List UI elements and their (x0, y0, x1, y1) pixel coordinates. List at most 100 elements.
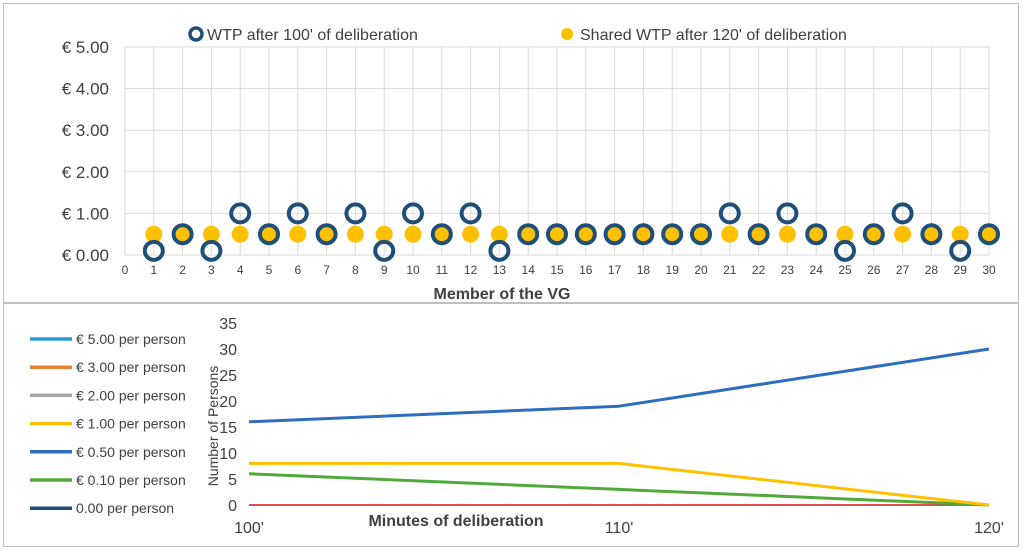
shared-wtp-point (577, 225, 595, 243)
x-tick-label: 12 (464, 263, 478, 277)
wtp-100-point (517, 223, 540, 246)
x-tick-label: 19 (666, 263, 680, 277)
legend-label: € 0.50 per person (76, 444, 186, 460)
wtp-100-point (286, 202, 309, 225)
wtp-100-point (546, 223, 568, 246)
x-tick-label: 30 (982, 263, 996, 277)
wtp-100-point (949, 239, 972, 262)
wtp-100-point (805, 223, 828, 246)
wtp-100-point (430, 223, 453, 246)
shared-wtp-point (145, 225, 163, 243)
y-tick-label: € 2.00 (62, 163, 109, 182)
wtp-100-point (718, 202, 741, 225)
wtp-100-point (402, 202, 424, 225)
y-tick-label: 35 (219, 316, 237, 333)
wtp-100-point (142, 239, 165, 262)
x-tick-label: 8 (352, 263, 359, 277)
x-tick-label: 25 (838, 263, 852, 277)
x-tick-label: 6 (294, 263, 301, 277)
x-tick-label: 10 (406, 263, 420, 277)
x-tick-label: 110' (605, 520, 634, 537)
x-tick-label: 7 (323, 263, 330, 277)
shared-wtp-point (548, 225, 566, 243)
wtp-100-point (315, 223, 338, 246)
legend-label: € 2.00 per person (76, 387, 186, 403)
legend-label-shared-120: Shared WTP after 120' of deliberation (580, 27, 847, 44)
series-line-5 (248, 472, 990, 507)
y-tick-label: 30 (219, 342, 237, 359)
x-tick-label: 24 (810, 263, 824, 277)
y-tick-label: € 3.00 (62, 121, 109, 140)
y-tick-label: 20 (219, 394, 237, 411)
legend-label: € 0.10 per person (76, 472, 186, 488)
x-tick-label: 120' (974, 520, 1004, 537)
x-tick-label: 11 (436, 263, 449, 277)
wtp-100-point (344, 202, 367, 225)
x-axis-label: Minutes of deliberation (368, 513, 543, 530)
shared-wtp-point (894, 225, 912, 243)
wtp-100-point (978, 223, 1000, 246)
x-tick-label: 5 (266, 263, 273, 277)
shared-wtp-point (174, 225, 192, 243)
x-tick-label: 2 (179, 263, 186, 277)
shared-wtp-point (346, 225, 364, 243)
wtp-100-point (862, 223, 885, 246)
shared-wtp-point (404, 225, 422, 243)
y-tick-label: 15 (219, 420, 237, 437)
wtp-100-point (229, 202, 252, 225)
y-tick-label: 5 (228, 472, 237, 489)
legend-label: € 1.00 per person (76, 416, 186, 432)
wtp-100-point (834, 239, 856, 262)
x-tick-label: 16 (579, 263, 593, 277)
legend-marker-wtp-100 (188, 26, 204, 42)
shared-wtp-point (951, 225, 969, 243)
wtp-100-point (574, 223, 597, 246)
shared-wtp-point (807, 225, 825, 243)
x-tick-label: 0 (122, 263, 129, 277)
wtp-100-point (747, 223, 770, 246)
wtp-scatter-chart: € 0.00€ 1.00€ 2.00€ 3.00€ 4.00€ 5.000 1 2 3… (62, 26, 1000, 302)
x-tick-label: 13 (493, 263, 507, 277)
shared-wtp-point (289, 225, 307, 243)
x-tick-label: 21 (723, 263, 737, 277)
shared-wtp-point (750, 225, 768, 243)
wtp-scatter-panel: € 0.00 € 1.00 € 2.00 € 3.00 € 4.00 € 5.00 0 1 2 3… (3, 3, 1019, 303)
wtp-100-point (373, 239, 396, 262)
x-tick-label: 3 (208, 263, 215, 277)
shared-wtp-point (490, 225, 508, 243)
legend-label: € 3.00 per person (76, 359, 186, 375)
x-tick-label: 14 (522, 263, 536, 277)
x-tick-label: 26 (867, 263, 881, 277)
y-tick-label: 10 (219, 446, 237, 463)
x-tick-label: 23 (781, 263, 795, 277)
shared-wtp-point (202, 225, 220, 243)
x-tick-label: 27 (896, 263, 910, 277)
x-axis-label: Member of the VG (434, 286, 571, 302)
y-tick-label: € 1.00 (62, 204, 109, 223)
shared-wtp-point (634, 225, 652, 243)
wtp-100-point (200, 239, 223, 262)
wtp-100-point (258, 223, 280, 246)
wtp-100-point (891, 202, 914, 225)
y-tick-label: 0 (228, 498, 237, 515)
wtp-100-point (776, 202, 799, 225)
x-tick-label: 28 (925, 263, 939, 277)
x-tick-label: 20 (694, 263, 708, 277)
shared-wtp-point (519, 225, 537, 243)
legend-label: € 5.00 per person (76, 331, 186, 347)
x-tick-label: 29 (954, 263, 968, 277)
x-tick-label: 100' (234, 520, 264, 537)
x-tick-label: 18 (637, 263, 651, 277)
x-tick-label: 9 (381, 263, 388, 277)
shared-wtp-point (692, 225, 710, 243)
shared-wtp-point (606, 225, 624, 243)
shared-wtp-point (922, 225, 940, 243)
y-tick-label: 25 (219, 368, 237, 385)
shared-wtp-point (836, 225, 854, 243)
shared-wtp-point (980, 225, 998, 243)
shared-wtp-point (663, 225, 681, 243)
wtp-100-point (661, 223, 684, 246)
x-tick-label: 22 (752, 263, 766, 277)
y-tick-label: € 0.00 (62, 246, 109, 265)
y-tick-label: € 5.00 (62, 38, 109, 57)
